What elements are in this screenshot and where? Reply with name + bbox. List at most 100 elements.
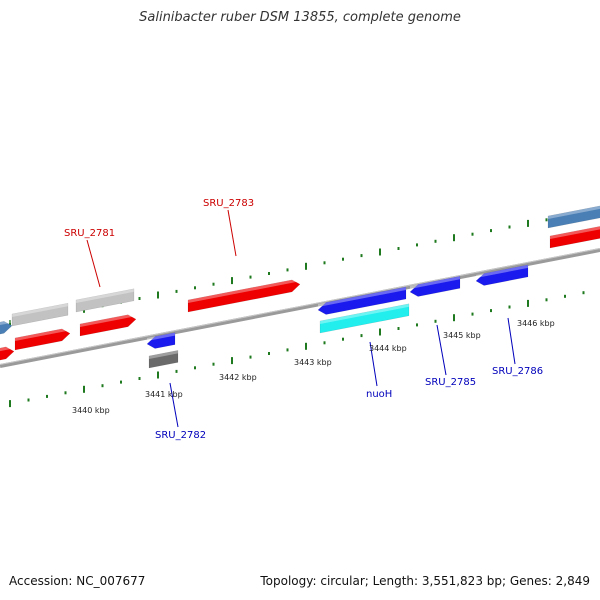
accession-text: Accession: NC_007677 <box>9 574 146 588</box>
gene-arrow-highlight <box>0 319 12 326</box>
tick-mark <box>434 239 437 243</box>
tick-mark <box>212 362 215 366</box>
leader-nuoH <box>369 341 378 387</box>
gene-arrow-highlight <box>548 205 600 219</box>
tick-mark <box>342 257 344 261</box>
scale-labels: 3440 kbp 3441 kbp 3442 kbp 3443 kbp 3444… <box>72 319 555 415</box>
tick-mark <box>471 312 474 316</box>
gene-arrow-highlight <box>318 287 406 307</box>
tick-mark <box>9 320 11 328</box>
scale-label-3446: 3446 kbp <box>517 319 555 328</box>
leader-SRU_2785 <box>436 324 447 376</box>
gene-arrow[interactable] <box>409 275 461 297</box>
gene-arrow[interactable] <box>0 321 13 336</box>
gene-label-SRU_2786: SRU_2786 <box>492 366 543 377</box>
tick-mark <box>231 277 233 285</box>
genome-backbone <box>0 248 600 368</box>
tick-mark <box>249 355 252 359</box>
leader-SRU_2783 <box>227 209 237 257</box>
gene-arrow-highlight <box>320 303 409 324</box>
gene-arrow-highlight <box>76 288 134 303</box>
genome-backbone-highlight <box>0 248 600 365</box>
tick-mark <box>416 323 418 327</box>
label-leaders <box>86 209 516 428</box>
leader-SRU_2782 <box>169 382 179 428</box>
tick-mark <box>27 398 30 402</box>
tick-mark <box>64 391 67 395</box>
gene-arrow-highlight <box>149 350 178 359</box>
gene-arrow[interactable] <box>0 346 15 362</box>
gene-arrow[interactable] <box>11 302 69 327</box>
tick-mark <box>249 275 252 279</box>
gene-label-SRU_2783: SRU_2783 <box>203 198 254 209</box>
scale-label-3441: 3441 kbp <box>145 390 183 399</box>
gene-label-nuoH: nuoH <box>366 389 392 400</box>
tick-mark <box>453 234 455 242</box>
gene-arrow-highlight <box>12 303 68 317</box>
gene-arrow[interactable] <box>319 303 410 334</box>
gene-arrow-highlight <box>410 276 460 289</box>
tick-mark <box>379 248 381 256</box>
gene-arrow-highlight <box>147 332 175 341</box>
tick-mark <box>508 305 511 309</box>
gene-arrow-highlight <box>550 226 600 239</box>
gene-arrow[interactable] <box>14 328 71 351</box>
tick-mark <box>360 334 363 338</box>
gene-arrow[interactable] <box>146 332 176 349</box>
gene-arrow-highlight <box>15 327 70 341</box>
tick-mark <box>268 352 270 355</box>
tick-mark <box>490 229 492 233</box>
tick-mark <box>323 261 326 265</box>
tick-mark <box>379 328 381 336</box>
gene-label-SRU_2782: SRU_2782 <box>155 430 206 441</box>
tick-mark <box>342 337 344 341</box>
tick-mark <box>212 282 215 286</box>
gene-arrow[interactable] <box>187 279 301 313</box>
tick-mark <box>471 232 474 236</box>
tick-mark <box>305 262 307 270</box>
scale-label-3445: 3445 kbp <box>443 331 481 340</box>
tick-mark <box>286 268 289 272</box>
tick-mark <box>194 286 196 290</box>
gene-features <box>0 204 600 369</box>
tick-mark <box>453 314 455 322</box>
gene-arrow-highlight <box>0 345 14 352</box>
scale-label-3442: 3442 kbp <box>219 373 257 382</box>
gene-arrow-highlight <box>188 278 300 303</box>
tick-mark <box>564 294 566 298</box>
gene-arrow[interactable] <box>547 204 600 229</box>
scale-label-3440: 3440 kbp <box>72 406 110 415</box>
gene-arrow-highlight <box>80 313 136 327</box>
tick-mark <box>83 385 85 393</box>
tick-mark <box>286 348 289 352</box>
gene-arrow[interactable] <box>148 350 179 369</box>
tick-mark <box>9 400 11 408</box>
tick-mark <box>360 254 363 258</box>
gene-label-SRU_2785: SRU_2785 <box>425 377 476 388</box>
tick-mark <box>120 380 122 384</box>
tick-mark <box>175 369 178 373</box>
gene-arrow[interactable] <box>317 286 407 315</box>
tick-mark <box>46 394 48 398</box>
tick-mark <box>582 291 585 295</box>
tick-mark <box>508 225 511 229</box>
map-title: Salinibacter ruber DSM 13855, complete g… <box>139 10 461 25</box>
tick-mark <box>138 297 141 300</box>
gene-labels: SRU_2781 SRU_2783 SRU_2782 nuoH SRU_2785… <box>64 198 543 441</box>
genome-stats-text: Topology: circular; Length: 3,551,823 bp… <box>260 574 590 588</box>
tick-mark <box>157 371 159 379</box>
gene-arrow[interactable] <box>75 288 135 313</box>
tick-mark <box>101 384 104 388</box>
scale-label-3443: 3443 kbp <box>294 358 332 367</box>
gene-arrow[interactable] <box>475 264 529 286</box>
gene-arrow[interactable] <box>549 224 600 249</box>
tick-mark <box>305 342 307 350</box>
tick-mark <box>231 357 233 365</box>
gene-arrow[interactable] <box>79 314 137 337</box>
tick-mark <box>138 377 141 380</box>
tick-mark <box>545 298 548 302</box>
gene-arrow-highlight <box>476 264 528 278</box>
leader-SRU_2786 <box>507 317 516 365</box>
tick-mark <box>434 319 437 323</box>
